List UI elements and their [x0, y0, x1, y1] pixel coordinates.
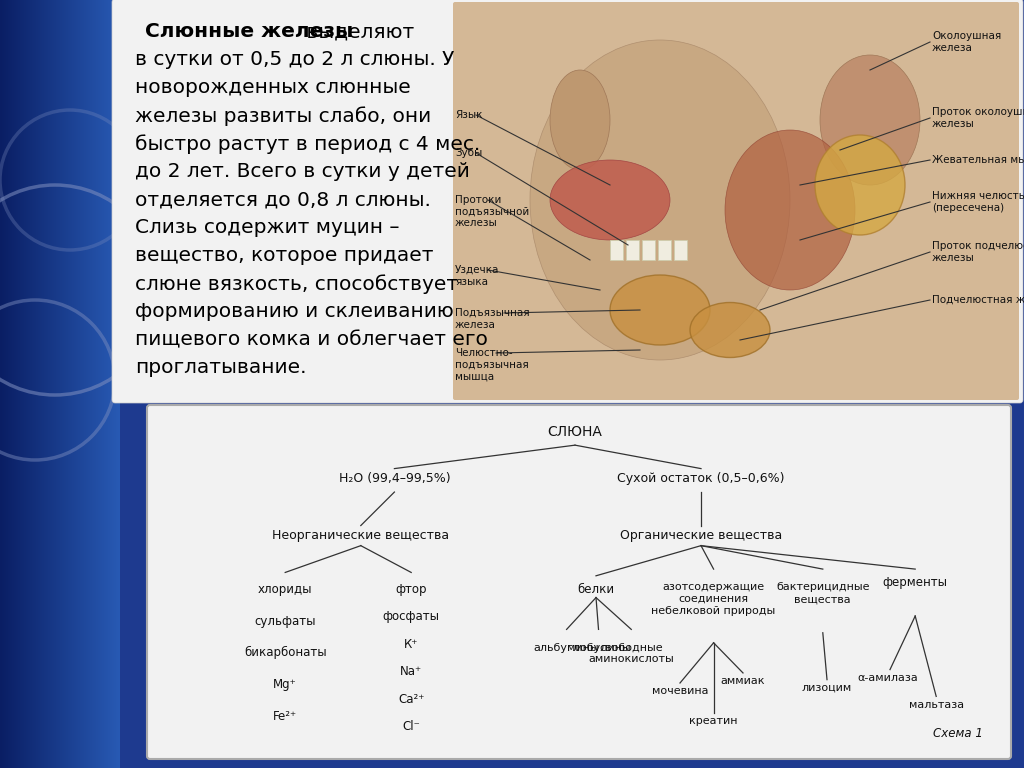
FancyBboxPatch shape [453, 2, 1019, 400]
Bar [610, 240, 623, 260]
Ellipse shape [550, 160, 670, 240]
Text: СЛЮНА: СЛЮНА [548, 425, 602, 439]
Text: Зубы: Зубы [455, 148, 482, 158]
Text: бикарбонаты: бикарбонаты [244, 647, 327, 660]
Text: новорожденных слюнные: новорожденных слюнные [135, 78, 411, 97]
Text: мочевина: мочевина [651, 687, 709, 697]
Text: свободные
аминокислоты: свободные аминокислоты [589, 643, 674, 664]
Text: бактерицидные
вещества: бактерицидные вещества [776, 582, 869, 604]
Text: хлориды: хлориды [258, 583, 312, 596]
Text: глобулины: глобулины [566, 643, 631, 653]
Text: H₂O (99,4–99,5%): H₂O (99,4–99,5%) [339, 472, 451, 485]
Text: быстро растут в период с 4 мес.: быстро растут в период с 4 мес. [135, 134, 480, 154]
Bar [626, 240, 639, 260]
Ellipse shape [690, 303, 770, 357]
Text: Неорганические вещества: Неорганические вещества [272, 529, 450, 542]
Text: отделяется до 0,8 л слюны.: отделяется до 0,8 л слюны. [135, 190, 431, 209]
Ellipse shape [550, 70, 610, 170]
Text: Околоушная
железа: Околоушная железа [932, 31, 1001, 53]
Text: Мg⁺: Мg⁺ [273, 678, 297, 691]
Text: Проток околоушной
железы: Проток околоушной железы [932, 108, 1024, 129]
Text: слюне вязкость, способствует: слюне вязкость, способствует [135, 274, 458, 293]
Text: альбумины: альбумины [534, 643, 599, 653]
Text: железы развиты слабо, они: железы развиты слабо, они [135, 106, 431, 126]
Text: Слизь содержит муцин –: Слизь содержит муцин – [135, 218, 399, 237]
Bar [658, 240, 671, 260]
Text: Сухой остаток (0,5–0,6%): Сухой остаток (0,5–0,6%) [617, 472, 784, 485]
FancyBboxPatch shape [112, 0, 1023, 403]
Ellipse shape [820, 55, 920, 185]
Text: выделяют: выделяют [300, 22, 415, 41]
Text: Протоки
подъязычной
железы: Протоки подъязычной железы [455, 195, 529, 228]
Text: Органические вещества: Органические вещества [620, 529, 782, 542]
Text: Fe²⁺: Fe²⁺ [273, 710, 297, 723]
Text: белки: белки [578, 583, 614, 596]
Text: лизоцим: лизоцим [802, 683, 852, 693]
Ellipse shape [815, 135, 905, 235]
Text: Уздечка
языка: Уздечка языка [455, 265, 500, 286]
Text: Схема 1: Схема 1 [933, 727, 982, 740]
Text: Подчелюстная железа: Подчелюстная железа [932, 295, 1024, 305]
Text: формированию и склеиванию: формированию и склеиванию [135, 302, 454, 321]
Text: ферменты: ферменты [883, 576, 947, 589]
Text: Язык: Язык [455, 110, 482, 120]
Text: Ca²⁺: Ca²⁺ [398, 693, 424, 706]
FancyBboxPatch shape [147, 405, 1011, 759]
Text: Жевательная мышца: Жевательная мышца [932, 155, 1024, 165]
Text: азотсодержащие
соединения
небелковой природы: азотсодержащие соединения небелковой при… [651, 582, 776, 616]
Ellipse shape [725, 130, 855, 290]
Bar [120, 0, 1024, 768]
Text: мальтаза: мальтаза [908, 700, 964, 710]
Text: К⁺: К⁺ [404, 637, 419, 650]
Text: Проток подчелюстной
железы: Проток подчелюстной железы [932, 241, 1024, 263]
Text: пищевого комка и облегчает его: пищевого комка и облегчает его [135, 330, 487, 349]
Text: креатин: креатин [689, 717, 738, 727]
Text: фтор: фтор [395, 583, 427, 596]
Text: до 2 лет. Всего в сутки у детей: до 2 лет. Всего в сутки у детей [135, 162, 470, 181]
Text: сульфаты: сульфаты [254, 614, 316, 627]
Text: в сутки от 0,5 до 2 л слюны. У: в сутки от 0,5 до 2 л слюны. У [135, 50, 455, 69]
Bar [674, 240, 687, 260]
Text: аммиак: аммиак [721, 677, 765, 687]
Text: Na⁺: Na⁺ [400, 665, 422, 678]
Text: Подъязычная
железа: Подъязычная железа [455, 308, 529, 329]
Ellipse shape [610, 275, 710, 345]
Text: α-амилаза: α-амилаза [857, 673, 918, 683]
Bar [642, 240, 655, 260]
Ellipse shape [530, 40, 790, 360]
Text: фосфаты: фосфаты [383, 610, 439, 623]
Text: Cl⁻: Cl⁻ [402, 720, 420, 733]
Text: проглатывание.: проглатывание. [135, 358, 306, 377]
Text: Челюстно-
подъязычная
мышца: Челюстно- подъязычная мышца [455, 348, 528, 381]
Text: Нижняя челюсть
(пересечена): Нижняя челюсть (пересечена) [932, 191, 1024, 213]
Text: вещество, которое придает: вещество, которое придает [135, 246, 433, 265]
Text: Слюнные железы: Слюнные железы [145, 22, 353, 41]
